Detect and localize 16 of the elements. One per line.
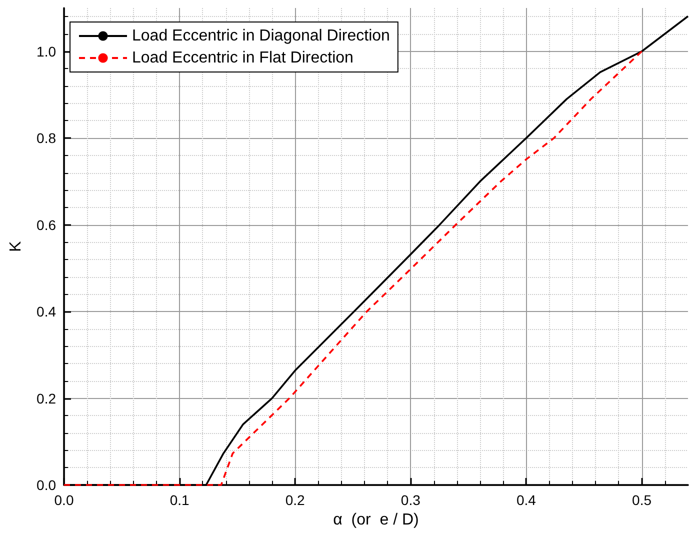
x-tick-label: 0.1 (170, 492, 190, 508)
x-tick-label: 0.4 (516, 492, 536, 508)
y-tick-label: 0.2 (36, 390, 56, 406)
y-axis-title: K (8, 240, 24, 252)
legend-label: Load Eccentric in Flat Direction (132, 50, 354, 66)
x-axis-title: α (or e / D) (333, 511, 419, 528)
y-tick-label: 0.0 (36, 477, 56, 493)
legend-label: Load Eccentric in Diagonal Direction (132, 28, 390, 44)
y-tick-label: 0.4 (36, 304, 56, 320)
x-tick-label: 0.2 (285, 492, 306, 508)
x-tick-label: 0.0 (54, 492, 74, 508)
y-tick-label: 0.8 (36, 130, 56, 146)
y-tick-label: 0.6 (36, 216, 56, 233)
x-tick-label: 0.5 (632, 492, 652, 508)
x-tick-label: 0.3 (400, 492, 421, 508)
y-tick-label: 1.0 (36, 43, 56, 60)
